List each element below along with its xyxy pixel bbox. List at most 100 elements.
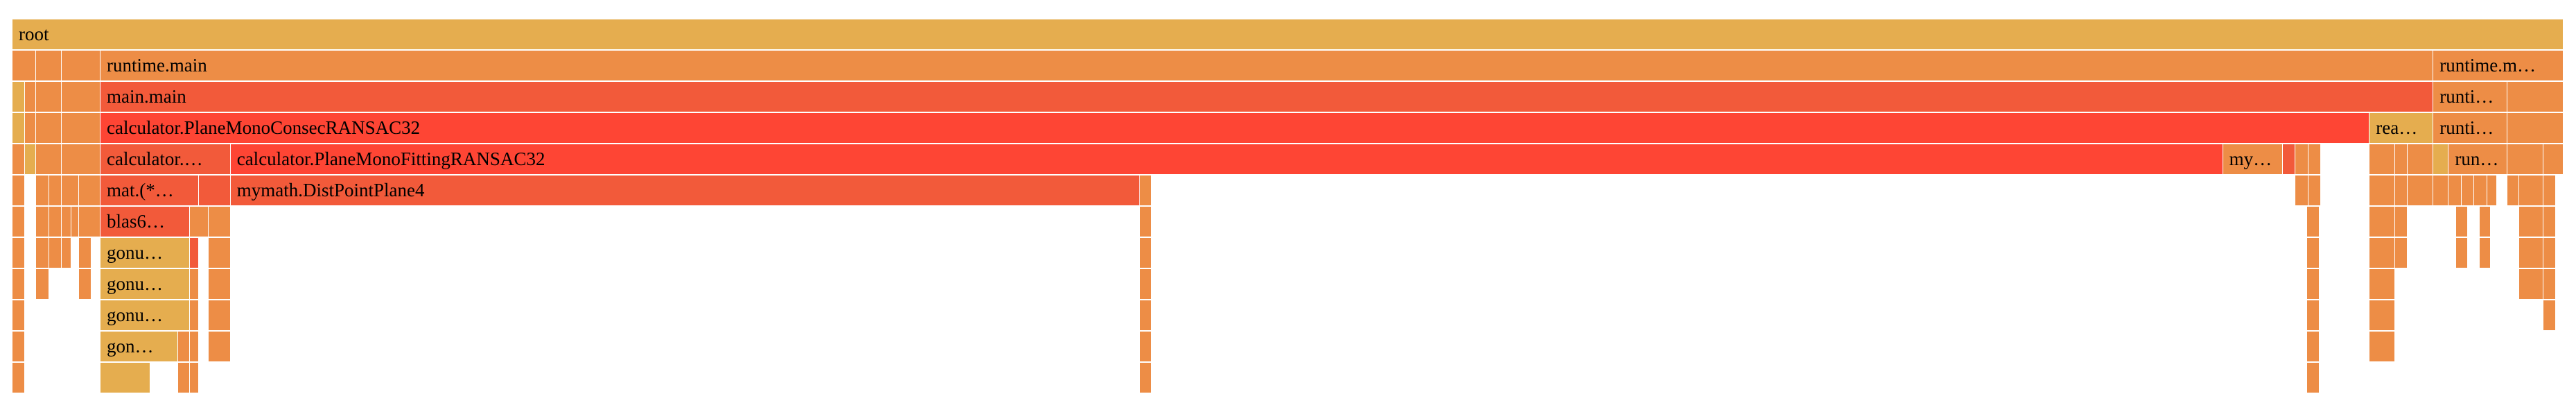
flame-frame[interactable] <box>2543 238 2556 268</box>
flame-frame[interactable] <box>2369 332 2396 361</box>
flame-frame[interactable] <box>12 82 26 112</box>
flame-frame[interactable] <box>2307 269 2320 299</box>
flame-frame[interactable] <box>2308 175 2322 205</box>
flame-frame[interactable] <box>49 238 62 268</box>
flame-frame[interactable] <box>2369 238 2396 268</box>
flame-frame[interactable] <box>1140 269 1152 299</box>
flame-frame[interactable] <box>36 269 49 299</box>
flame-frame[interactable]: calculator.PlaneMonoConsecRANSAC32 <box>100 113 2370 143</box>
flame-frame[interactable] <box>2395 175 2408 205</box>
flame-frame[interactable] <box>12 207 26 237</box>
flame-frame[interactable] <box>2408 175 2434 205</box>
flame-frame[interactable] <box>71 207 79 237</box>
flame-frame[interactable] <box>2308 144 2322 174</box>
flame-frame[interactable] <box>1140 363 1152 393</box>
flame-frame[interactable] <box>2543 269 2556 299</box>
flame-frame[interactable] <box>189 207 209 237</box>
flame-frame[interactable] <box>2456 238 2468 268</box>
flame-frame[interactable] <box>178 332 190 361</box>
flame-frame[interactable] <box>12 238 26 268</box>
flame-frame[interactable] <box>12 144 26 174</box>
flame-frame[interactable]: runtime.main <box>100 51 2434 80</box>
flame-frame[interactable] <box>2518 175 2543 205</box>
flame-frame[interactable]: gonu… <box>100 300 190 330</box>
flame-frame[interactable]: run… <box>2448 144 2507 174</box>
flame-frame[interactable] <box>209 332 231 361</box>
flame-frame[interactable] <box>2507 82 2564 112</box>
flame-frame[interactable] <box>2448 175 2462 205</box>
flame-frame[interactable] <box>2507 144 2543 174</box>
flame-frame[interactable] <box>2518 207 2543 237</box>
flame-frame[interactable]: gonu… <box>100 269 190 299</box>
flame-frame[interactable] <box>62 144 100 174</box>
flame-frame[interactable] <box>78 238 92 268</box>
flame-frame[interactable] <box>2507 113 2564 143</box>
flame-frame[interactable] <box>2543 175 2556 205</box>
flame-frame[interactable] <box>2456 207 2468 237</box>
flame-frame[interactable] <box>12 51 37 80</box>
flame-frame[interactable]: gon… <box>100 332 179 361</box>
flame-frame[interactable]: calculator.PlaneMonoFittingRANSAC32 <box>230 144 2223 174</box>
flame-frame[interactable] <box>2307 300 2320 330</box>
flame-frame[interactable] <box>2474 175 2487 205</box>
flame-frame[interactable] <box>189 269 199 299</box>
flame-frame[interactable] <box>2307 207 2320 237</box>
flame-frame[interactable] <box>62 175 79 205</box>
flame-frame[interactable] <box>2433 175 2449 205</box>
flame-frame[interactable]: mymath.DistPointPlane4 <box>230 175 1140 205</box>
flame-frame[interactable] <box>36 82 62 112</box>
flame-frame[interactable] <box>209 269 231 299</box>
flame-frame[interactable] <box>209 300 231 330</box>
flame-frame[interactable] <box>36 207 49 237</box>
flame-frame[interactable] <box>2307 238 2320 268</box>
flame-frame[interactable] <box>2395 207 2408 237</box>
flame-frame[interactable] <box>12 269 26 299</box>
flame-frame[interactable] <box>62 51 100 80</box>
flame-frame[interactable] <box>2433 144 2449 174</box>
flame-frame[interactable] <box>2369 269 2396 299</box>
flame-frame[interactable] <box>189 332 199 361</box>
flame-frame[interactable] <box>209 238 231 268</box>
flame-frame[interactable] <box>189 238 199 268</box>
flame-frame[interactable] <box>2295 175 2308 205</box>
flame-frame[interactable] <box>62 238 71 268</box>
flame-frame[interactable] <box>2507 175 2519 205</box>
flame-frame[interactable] <box>189 300 199 330</box>
flame-frame[interactable] <box>78 269 92 299</box>
flame-frame[interactable] <box>2543 144 2564 174</box>
flame-frame[interactable] <box>2395 144 2408 174</box>
flame-frame[interactable] <box>2369 175 2396 205</box>
flame-frame[interactable] <box>12 113 26 143</box>
flame-frame[interactable] <box>2518 238 2543 268</box>
flame-frame[interactable] <box>2369 300 2396 330</box>
flame-frame[interactable] <box>2518 269 2543 299</box>
flame-frame[interactable] <box>49 175 62 205</box>
flame-frame[interactable]: blas6… <box>100 207 190 237</box>
flame-frame[interactable]: runti… <box>2433 82 2507 112</box>
flame-frame[interactable]: mat.(*… <box>100 175 199 205</box>
flame-frame[interactable] <box>2295 144 2308 174</box>
flame-frame[interactable]: runtime.m… <box>2433 51 2564 80</box>
flame-frame[interactable] <box>36 144 62 174</box>
flame-frame[interactable] <box>36 238 49 268</box>
flame-frame[interactable] <box>36 51 62 80</box>
flame-frame[interactable] <box>78 175 100 205</box>
flame-frame[interactable] <box>2543 300 2556 330</box>
flame-frame[interactable] <box>12 363 26 393</box>
flame-frame[interactable]: rea… <box>2369 113 2434 143</box>
flame-frame[interactable] <box>189 363 199 393</box>
flame-frame[interactable] <box>49 207 62 237</box>
flame-frame[interactable] <box>1140 175 1152 205</box>
flame-frame[interactable] <box>2479 238 2491 268</box>
flame-frame[interactable] <box>1140 332 1152 361</box>
flame-frame[interactable] <box>36 113 62 143</box>
flame-frame[interactable]: my… <box>2223 144 2284 174</box>
flame-frame[interactable] <box>12 332 26 361</box>
flame-frame[interactable] <box>25 82 37 112</box>
flame-frame[interactable]: calculator.… <box>100 144 231 174</box>
flame-frame[interactable] <box>25 144 37 174</box>
flame-frame[interactable] <box>2479 207 2491 237</box>
flame-frame[interactable] <box>2395 238 2408 268</box>
flame-frame[interactable] <box>62 207 71 237</box>
flame-frame[interactable] <box>2369 144 2396 174</box>
